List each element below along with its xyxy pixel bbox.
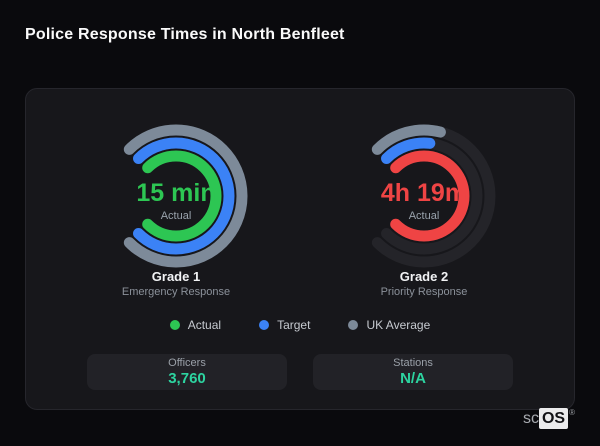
gauges-row: 15 min Actual Grade 1 Emergency Response… [26,121,574,298]
legend-label: Actual [187,318,222,332]
legend-dot-target [259,320,270,330]
gauge-grade-1-chart: 15 min Actual [101,121,251,271]
radial-gauge-svg-grade-2 [371,124,496,268]
legend-label: Target [277,318,311,332]
legend-item-uk-average[interactable]: UK Average [348,318,430,332]
legend-item-target[interactable]: Target [259,318,310,332]
page-title: Police Response Times in North Benfleet [25,26,345,43]
radial-gauge-svg-grade-1 [123,124,248,268]
gauge-grade-2-chart: 4h 19m Actual [349,121,499,271]
stat-label: Officers [168,357,206,369]
scos-logo-suffix: OS [538,408,569,429]
legend-label: UK Average [366,318,431,332]
gauge-title: Grade 2 [399,269,449,284]
legend-dot-actual [169,320,180,330]
legend-dot-uk-average [348,320,359,330]
legend-item-actual[interactable]: Actual [169,318,222,332]
stat-card-stations: Stations N/A [313,354,513,390]
scos-logo-prefix: sc [522,410,539,427]
stat-label: Stations [393,357,433,369]
registered-trademark-icon: ® [569,408,575,417]
chart-legend: Actual Target UK Average [26,318,574,332]
dashboard-card: 15 min Actual Grade 1 Emergency Response… [25,88,575,410]
gauge-subtitle: Priority Response [380,286,468,298]
gauge-title: Grade 1 [151,269,201,284]
stat-card-officers: Officers 3,760 [87,354,287,390]
stat-value: 3,760 [168,370,206,387]
gauge-subtitle: Emergency Response [121,286,231,298]
gauge-grade-1: 15 min Actual Grade 1 Emergency Response [76,121,276,298]
stat-value: N/A [400,370,426,387]
gauge-grade-2: 4h 19m Actual Grade 2 Priority Response [324,121,524,298]
stats-row: Officers 3,760 Stations N/A [26,354,574,390]
scos-logo: sc OS ® [523,408,575,429]
